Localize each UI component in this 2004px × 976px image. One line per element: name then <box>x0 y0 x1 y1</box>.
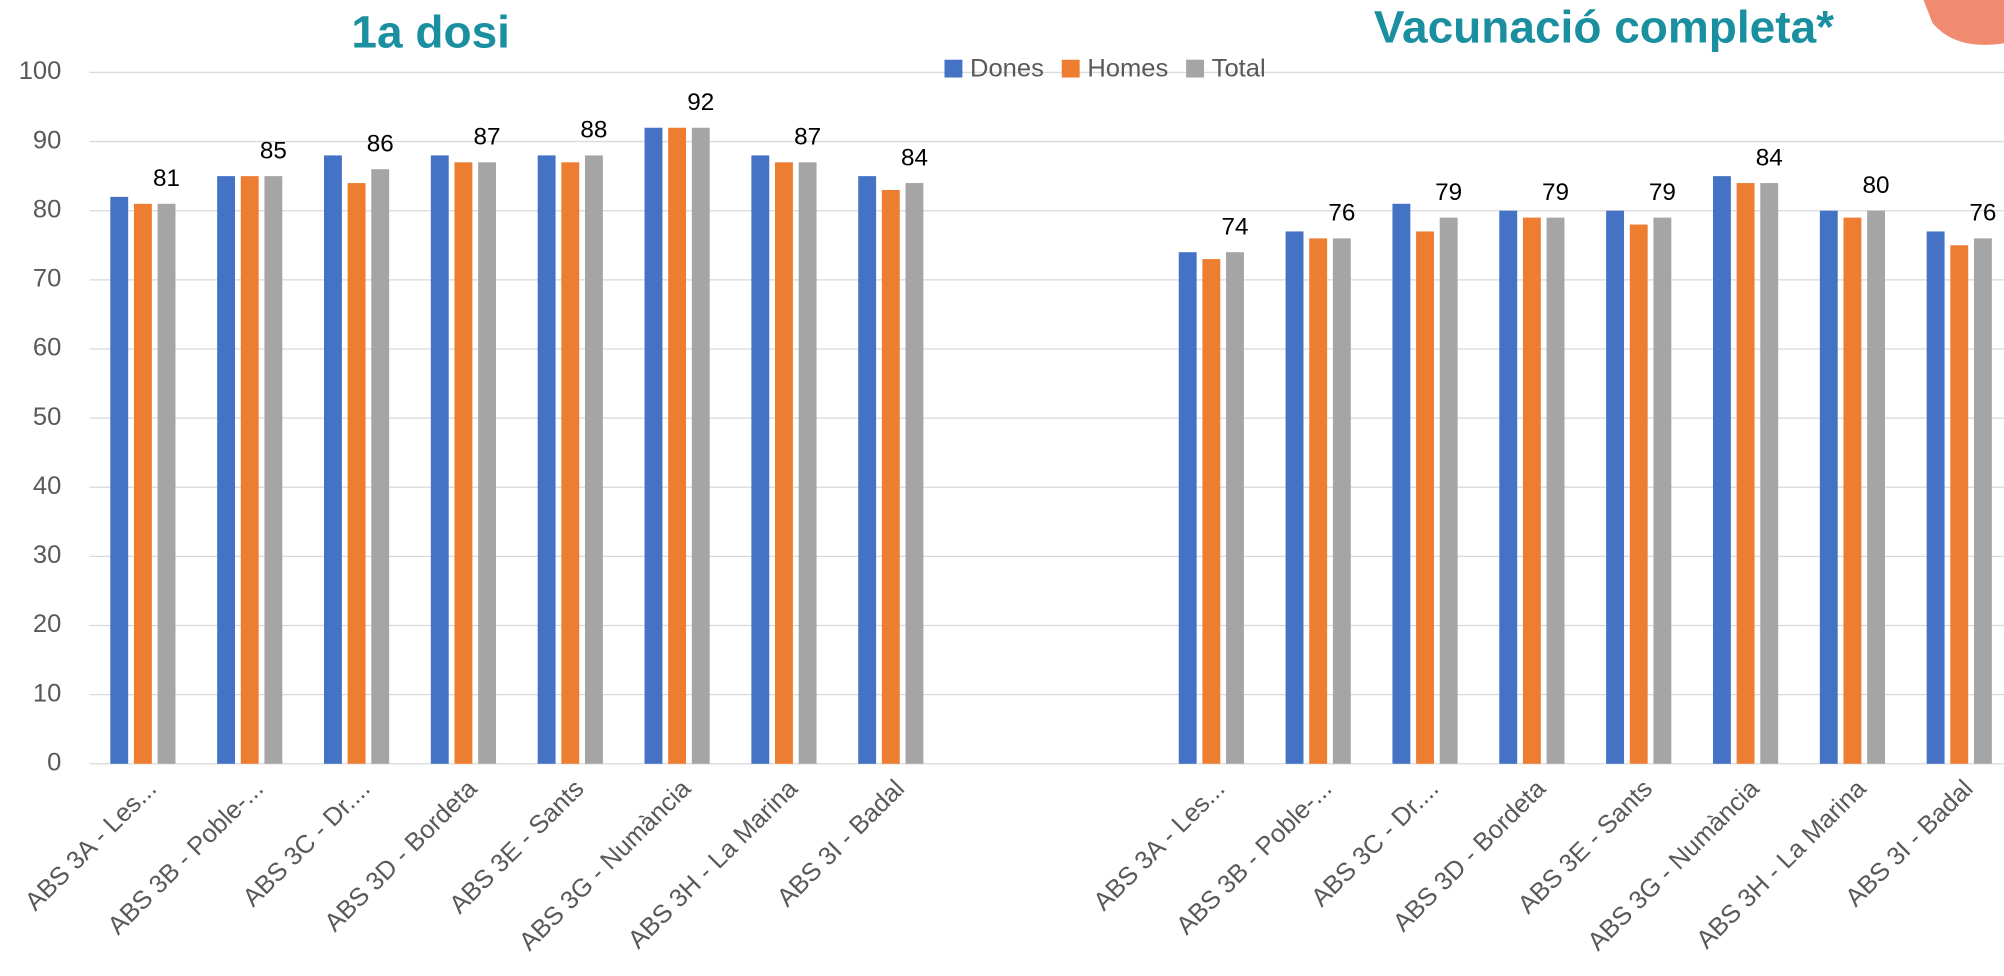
bar <box>905 183 924 764</box>
y-tick-label: 80 <box>33 195 61 223</box>
y-tick-label: 50 <box>33 403 61 431</box>
bar <box>347 183 366 764</box>
data-label: 92 <box>687 89 714 116</box>
bar <box>157 203 176 764</box>
bar <box>691 127 710 764</box>
legend-label: Dones <box>970 55 1044 83</box>
bar <box>1819 210 1838 764</box>
y-tick-label: 100 <box>19 57 62 85</box>
data-label: 74 <box>1221 213 1248 240</box>
data-label: 79 <box>1435 179 1462 206</box>
bar <box>668 127 687 764</box>
bar <box>798 162 817 764</box>
bar <box>584 155 603 764</box>
bar <box>1285 231 1304 764</box>
bar <box>1309 238 1328 764</box>
data-label: 76 <box>1969 200 1996 227</box>
y-tick-label: 20 <box>33 610 61 638</box>
y-tick-label: 10 <box>33 679 61 707</box>
bar <box>1178 252 1197 764</box>
data-label: 84 <box>901 144 928 171</box>
bar <box>858 176 877 764</box>
data-label: 85 <box>260 137 287 164</box>
bar <box>1392 203 1411 764</box>
y-tick-label: 30 <box>33 541 61 569</box>
bar <box>1712 176 1731 764</box>
data-label: 79 <box>1649 179 1676 206</box>
y-tick-label: 90 <box>33 126 61 154</box>
data-label: 87 <box>794 124 821 151</box>
bar <box>1226 252 1244 764</box>
bar <box>1546 217 1565 764</box>
data-label: 84 <box>1756 144 1783 171</box>
legend-swatch <box>1061 59 1080 78</box>
bar <box>1973 238 1992 764</box>
annotation: Vacunació completa* <box>1374 1 1834 53</box>
legend-swatch <box>1186 59 1205 78</box>
data-label: 80 <box>1863 172 1890 199</box>
data-label: 79 <box>1542 179 1569 206</box>
bar <box>110 196 129 764</box>
bar <box>1202 259 1221 764</box>
data-label: 88 <box>580 117 607 144</box>
bar <box>1926 231 1945 764</box>
data-label: 87 <box>474 124 501 151</box>
bar <box>751 155 770 764</box>
bar <box>644 127 663 764</box>
bar <box>240 176 259 764</box>
y-tick-label: 60 <box>33 334 61 362</box>
legend-label: Homes <box>1087 55 1168 83</box>
bar <box>537 155 556 764</box>
data-label: 76 <box>1328 200 1355 227</box>
bar <box>561 162 580 764</box>
legend-swatch <box>944 59 963 78</box>
data-label: 81 <box>153 165 180 192</box>
bar <box>1760 183 1779 764</box>
bar <box>1332 238 1351 764</box>
bar <box>371 169 390 764</box>
bar <box>217 176 236 764</box>
y-tick-label: 40 <box>33 472 61 500</box>
bar <box>133 203 152 764</box>
bar <box>264 176 283 764</box>
bar <box>1653 217 1672 764</box>
decoration <box>1923 0 2004 45</box>
bar <box>323 155 342 764</box>
bar <box>1736 183 1755 764</box>
y-tick-label: 70 <box>33 265 61 293</box>
bar <box>775 162 793 764</box>
bar <box>1416 231 1434 764</box>
bar <box>1867 210 1886 764</box>
bar <box>454 162 473 764</box>
bar <box>1606 210 1625 764</box>
annotation: 1a dosi <box>351 6 510 58</box>
bar <box>1629 224 1648 764</box>
bar <box>881 189 900 764</box>
bar <box>1499 210 1518 764</box>
y-tick-label: 0 <box>47 749 61 777</box>
legend-label: Total <box>1212 55 1266 83</box>
bar <box>430 155 449 764</box>
data-label: 86 <box>367 131 394 158</box>
bar <box>1522 217 1541 764</box>
bar <box>478 162 497 764</box>
bar <box>1439 217 1458 764</box>
bar <box>1843 217 1862 764</box>
bar <box>1950 245 1969 764</box>
